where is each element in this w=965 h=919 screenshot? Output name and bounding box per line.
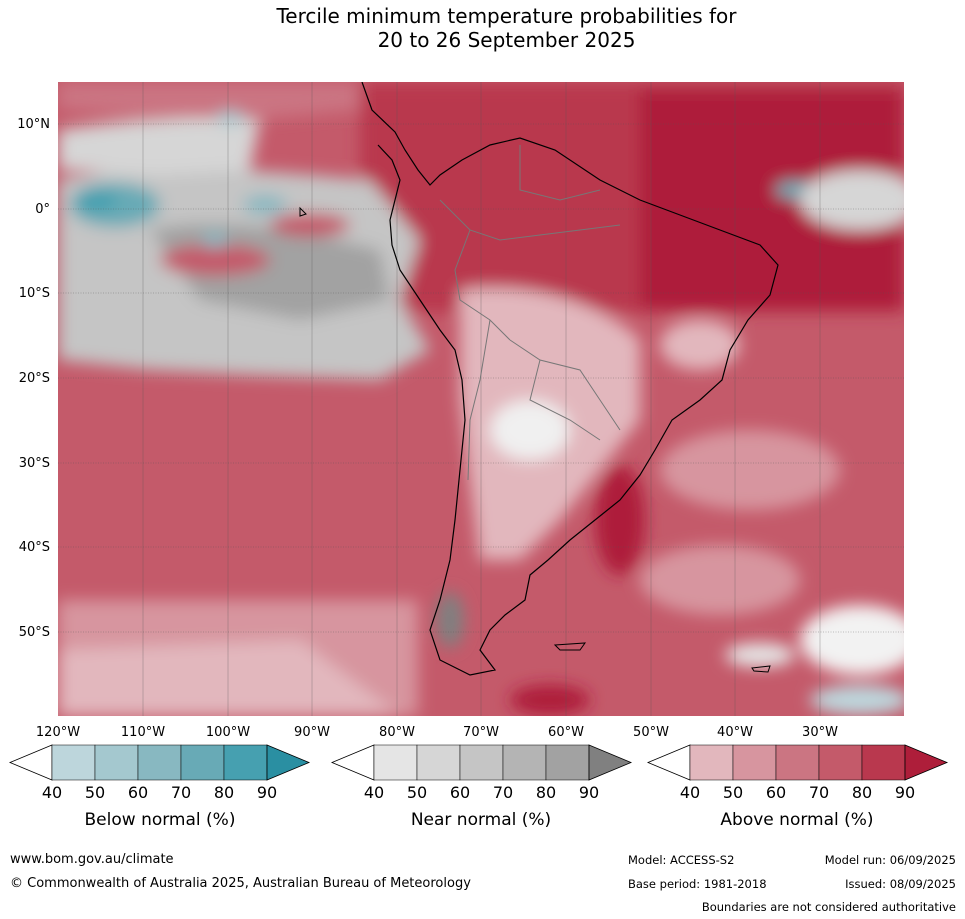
base-period: Base period: 1981-2018 bbox=[628, 877, 767, 891]
boundary-disclaimer: Boundaries are not considered authoritat… bbox=[701, 900, 956, 914]
colorbar-tick-label: 90 bbox=[257, 783, 277, 802]
lon-label: 110°W bbox=[121, 725, 165, 740]
colorbar-segment bbox=[416, 744, 461, 781]
colorbar-tick-label: 40 bbox=[680, 783, 700, 802]
longitude-labels: 120°W 110°W 100°W 90°W 80°W 70°W 60°W 50… bbox=[36, 725, 838, 740]
lon-label: 100°W bbox=[206, 725, 250, 740]
colorbar-segment bbox=[94, 744, 139, 781]
model-name: Model: ACCESS-S2 bbox=[628, 853, 735, 867]
lat-label: 10°S bbox=[19, 286, 50, 301]
colorbar-tick-label: 40 bbox=[364, 783, 384, 802]
colorbar-tick-label: 40 bbox=[42, 783, 62, 802]
colorbar-label-above: Above normal (%) bbox=[720, 810, 873, 830]
colorbar-tick-label: 90 bbox=[579, 783, 599, 802]
colorbar-segment bbox=[373, 744, 418, 781]
colorbar-extend-high bbox=[904, 744, 949, 781]
colorbar-tick-label: 70 bbox=[171, 783, 191, 802]
colorbar-tick-label: 60 bbox=[766, 783, 786, 802]
lon-label: 40°W bbox=[717, 725, 753, 740]
probability-field bbox=[58, 82, 904, 716]
lon-label: 70°W bbox=[463, 725, 499, 740]
lon-label: 30°W bbox=[802, 725, 838, 740]
coastline bbox=[361, 82, 779, 676]
colorbar-segment bbox=[545, 744, 590, 781]
colorbar-tick-label: 60 bbox=[450, 783, 470, 802]
colorbar-below-normal: 40 50 60 70 80 90 bbox=[8, 744, 311, 802]
issued-date: Issued: 08/09/2025 bbox=[845, 877, 956, 891]
lon-label: 60°W bbox=[548, 725, 584, 740]
lat-label: 20°S bbox=[19, 371, 50, 386]
colorbar-label-below: Below normal (%) bbox=[85, 810, 236, 830]
colorbar-segment bbox=[223, 744, 268, 781]
colorbar-tick-label: 90 bbox=[895, 783, 915, 802]
lat-label: 30°S bbox=[19, 456, 50, 471]
lon-label: 120°W bbox=[36, 725, 80, 740]
lat-label: 40°S bbox=[19, 540, 50, 555]
colorbar-tick-label: 80 bbox=[852, 783, 872, 802]
colorbar-extend-low bbox=[646, 744, 691, 781]
colorbar-above-normal: 40 50 60 70 80 90 bbox=[646, 744, 949, 802]
lon-label: 90°W bbox=[294, 725, 330, 740]
title-line-2: 20 to 26 September 2025 bbox=[377, 28, 636, 52]
source-url: www.bom.gov.au/climate bbox=[10, 852, 174, 867]
colorbar-near-normal: 40 50 60 70 80 90 bbox=[330, 744, 633, 802]
colorbar-extend-high bbox=[588, 744, 633, 781]
colorbar-tick-label: 50 bbox=[723, 783, 743, 802]
colorbar-extend-low bbox=[330, 744, 375, 781]
copyright-text: © Commonwealth of Australia 2025, Austra… bbox=[10, 876, 471, 891]
map-title: Tercile minimum temperature probabilitie… bbox=[0, 4, 965, 52]
colorbar-segment bbox=[459, 744, 504, 781]
lat-label: 10°N bbox=[17, 117, 50, 132]
model-run-date: Model run: 06/09/2025 bbox=[824, 853, 956, 867]
latitude-labels: 10°N 0° 10°S 20°S 30°S 40°S 50°S bbox=[17, 117, 50, 640]
colorbar-tick-label: 60 bbox=[128, 783, 148, 802]
colorbar-segment bbox=[51, 744, 96, 781]
colorbar-segment bbox=[180, 744, 225, 781]
colorbar-extend-low bbox=[8, 744, 53, 781]
colorbar-segment bbox=[137, 744, 182, 781]
colorbar-tick-label: 80 bbox=[536, 783, 556, 802]
colorbar-label-near: Near normal (%) bbox=[411, 810, 551, 830]
lat-label: 50°S bbox=[19, 625, 50, 640]
colorbar-tick-label: 70 bbox=[809, 783, 829, 802]
colorbar-tick-label: 50 bbox=[85, 783, 105, 802]
title-line-1: Tercile minimum temperature probabilitie… bbox=[276, 4, 737, 28]
colorbar-segment bbox=[775, 744, 820, 781]
colorbar-segment bbox=[689, 744, 734, 781]
lon-label: 50°W bbox=[633, 725, 669, 740]
colorbar-segment bbox=[502, 744, 547, 781]
lon-label: 80°W bbox=[379, 725, 415, 740]
colorbar-tick-label: 50 bbox=[407, 783, 427, 802]
colorbar-segment bbox=[732, 744, 777, 781]
colorbar-segment bbox=[818, 744, 863, 781]
lat-label: 0° bbox=[35, 202, 50, 217]
colorbar-extend-high bbox=[266, 744, 311, 781]
colorbar-tick-label: 70 bbox=[493, 783, 513, 802]
colorbar-segment bbox=[861, 744, 906, 781]
colorbar-tick-label: 80 bbox=[214, 783, 234, 802]
